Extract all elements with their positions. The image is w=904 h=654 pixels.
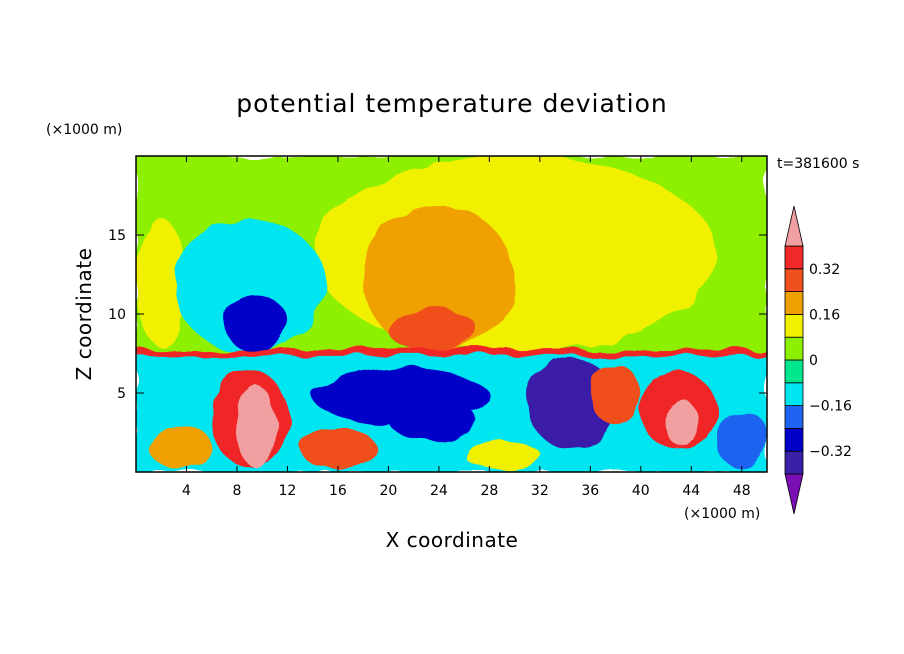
contour-region-13 bbox=[388, 399, 477, 441]
chart-title: potential temperature deviation bbox=[236, 89, 667, 118]
x-tick-label: 44 bbox=[682, 483, 700, 499]
contour-region-16 bbox=[300, 427, 376, 469]
colorbar-box bbox=[784, 313, 804, 338]
x-tick-label: 36 bbox=[581, 483, 599, 499]
colorbar: 0.32 0.16 0 −0.16 −0.32 bbox=[784, 205, 852, 515]
y-tick-label: 5 bbox=[117, 386, 126, 402]
colorbar-box bbox=[784, 450, 804, 475]
y-axis-label: Z coordinate bbox=[72, 248, 96, 381]
colorbar-box bbox=[784, 245, 804, 270]
contour-region-19 bbox=[590, 364, 641, 425]
colorbar-box bbox=[784, 427, 804, 452]
x-tick-label: 48 bbox=[733, 483, 751, 499]
colorbar-box bbox=[784, 291, 804, 315]
time-label: t=381600 s bbox=[777, 156, 859, 172]
x-tick-label: 8 bbox=[232, 483, 241, 499]
y-axis: 5 10 15 bbox=[108, 228, 767, 402]
contour-region-11 bbox=[666, 399, 698, 447]
colorbar-box bbox=[784, 336, 804, 361]
colorbar-extend-bottom bbox=[784, 473, 804, 515]
colorbar-box bbox=[784, 382, 804, 406]
colorbar-label: 0.16 bbox=[809, 307, 840, 323]
colorbar-box bbox=[784, 268, 804, 292]
colorbar-label: −0.16 bbox=[809, 399, 852, 415]
x-unit-label: (×1000 m) bbox=[684, 506, 760, 522]
contour-region-18 bbox=[716, 408, 767, 469]
y-unit-label: (×1000 m) bbox=[46, 122, 122, 138]
x-axis-label: X coordinate bbox=[386, 528, 519, 552]
contour-region-3 bbox=[173, 219, 326, 352]
colorbar-box bbox=[784, 405, 804, 429]
colorbar-label: −0.32 bbox=[809, 444, 852, 460]
contour-region-20 bbox=[136, 349, 767, 356]
y-tick-label: 15 bbox=[108, 228, 126, 244]
colorbar-label: 0 bbox=[809, 353, 818, 369]
x-tick-label: 24 bbox=[430, 483, 448, 499]
x-tick-label: 20 bbox=[379, 483, 397, 499]
contour-region-6 bbox=[388, 307, 477, 352]
colorbar-extend-top bbox=[784, 205, 804, 247]
y-tick-label: 10 bbox=[108, 307, 126, 323]
contour-region-17 bbox=[464, 440, 540, 469]
x-tick-label: 4 bbox=[182, 483, 191, 499]
x-axis: 4 8 12 16 20 24 28 32 36 40 44 48 bbox=[182, 156, 751, 499]
x-tick-label: 12 bbox=[279, 483, 297, 499]
colorbar-label: 0.32 bbox=[809, 262, 840, 278]
contour-field bbox=[136, 156, 767, 472]
x-tick-label: 40 bbox=[632, 483, 650, 499]
colorbar-box bbox=[784, 359, 804, 384]
contour-region-9 bbox=[236, 385, 275, 468]
x-tick-label: 28 bbox=[480, 483, 498, 499]
contour-region-15 bbox=[148, 424, 212, 469]
contour-region-5 bbox=[224, 295, 288, 352]
x-tick-label: 32 bbox=[531, 483, 549, 499]
contour-region-2 bbox=[136, 219, 187, 346]
x-tick-label: 16 bbox=[329, 483, 347, 499]
